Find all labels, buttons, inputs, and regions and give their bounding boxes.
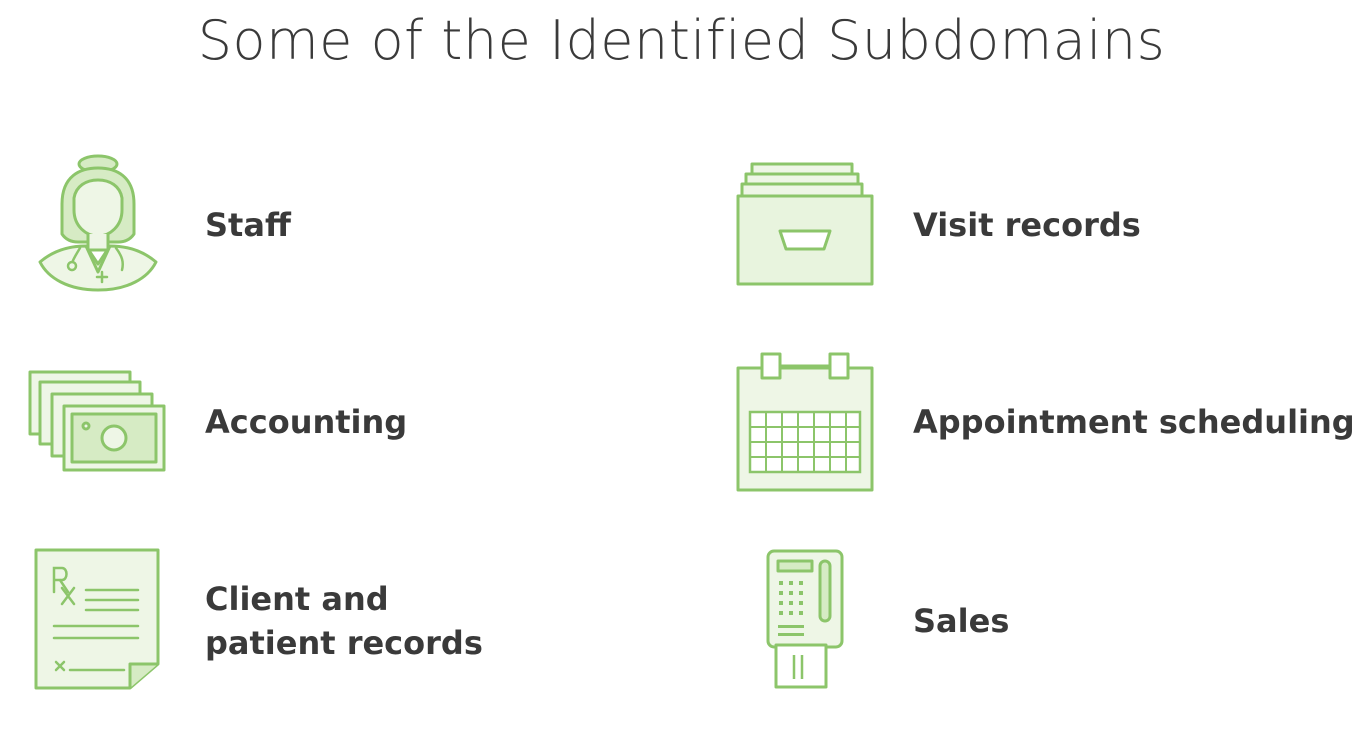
subdomain-label: Staff (205, 206, 291, 244)
staff-nurse-icon (36, 154, 160, 294)
subdomain-label: Accounting (205, 403, 408, 441)
subdomain-label: Sales (913, 602, 1010, 640)
prescription-document-icon (34, 548, 162, 692)
file-drawer-icon (736, 161, 876, 287)
money-bills-icon (28, 370, 168, 474)
subdomain-label-line1: Client and (205, 580, 389, 618)
subdomain-label: Appointment scheduling (913, 403, 1355, 441)
card-terminal-icon (766, 549, 846, 691)
calendar-icon (736, 350, 876, 494)
subdomain-label-line2: patient records (205, 624, 483, 662)
subdomain-label: Visit records (913, 206, 1141, 244)
slide-title: Some of the Identified Subdomains (197, 9, 1166, 72)
